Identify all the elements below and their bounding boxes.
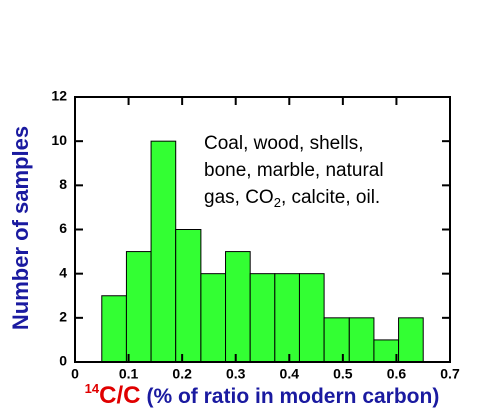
x-label-rest: (% of ratio in modern carbon) — [146, 385, 439, 408]
x-tick-label: 0 — [71, 366, 79, 382]
x-axis-label: 14C/C (% of ratio in modern carbon) — [85, 381, 440, 409]
y-tick-label: 6 — [59, 220, 67, 236]
x-tick-label: 0.4 — [280, 366, 300, 382]
x-tick-label: 0.5 — [333, 366, 353, 382]
x-tick-label: 0.6 — [387, 366, 407, 382]
bar — [249, 273, 276, 363]
x-label-superscript: 14 — [85, 381, 100, 396]
x-tick-label: 0.7 — [440, 366, 460, 382]
bar — [298, 273, 325, 363]
y-tick-label: 12 — [51, 88, 67, 104]
bar — [101, 295, 127, 363]
bar — [225, 251, 251, 363]
y-tick-label: 4 — [59, 264, 67, 280]
annotation-subscript: 2 — [274, 195, 281, 210]
annotation-line: Coal, wood, shells, — [204, 133, 363, 154]
bar — [373, 339, 400, 363]
x-tick-label: 0.3 — [226, 366, 246, 382]
bar — [125, 251, 152, 363]
y-tick-label: 2 — [59, 309, 67, 325]
bar — [175, 229, 202, 363]
x-tick-label: 0.1 — [119, 366, 139, 382]
bar — [274, 273, 300, 363]
annotation-part: gas, CO — [204, 187, 274, 208]
bar — [348, 317, 375, 363]
annotation-part: , calcite, oil. — [281, 187, 380, 208]
annotation-line: gas, CO2, calcite, oil. — [204, 187, 380, 210]
x-tick-label: 0.2 — [172, 366, 192, 382]
annotation-line: bone, marble, natural — [204, 160, 384, 181]
y-tick-label: 8 — [59, 176, 67, 192]
bar — [150, 140, 177, 363]
y-tick-label: 0 — [59, 353, 67, 369]
bar — [323, 317, 350, 363]
x-label-main: C/C — [99, 382, 140, 409]
bar — [200, 273, 227, 363]
y-axis-label: Number of samples — [8, 126, 33, 330]
y-tick-label: 10 — [51, 132, 67, 148]
bar — [398, 317, 424, 363]
